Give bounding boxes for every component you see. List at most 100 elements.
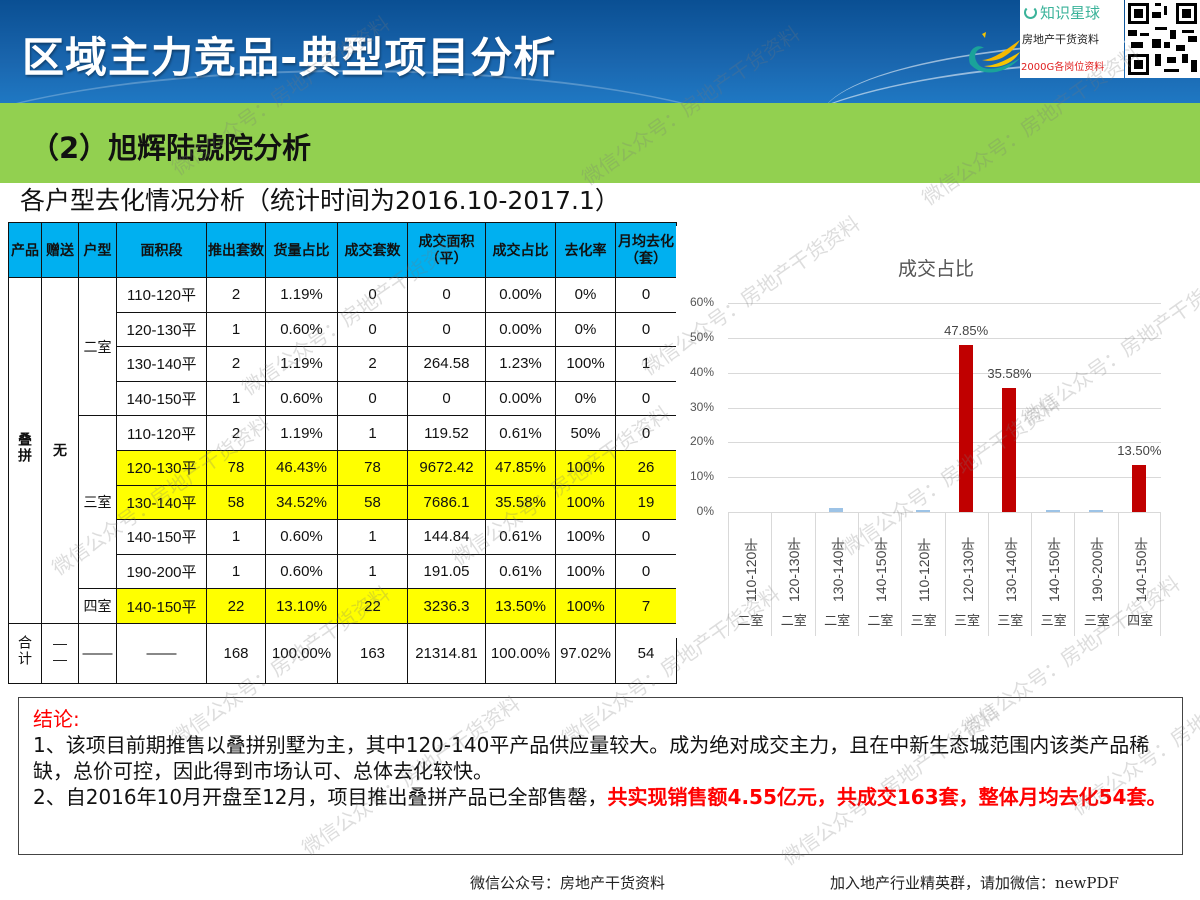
area-cell: 190-200平 [116,553,207,590]
rate-cell: 0% [555,277,616,313]
table-row-highlighted: 130-140平 58 34.52% 58 7686.1 35.58% 100%… [9,484,677,521]
x-axis-category: 190-200平三室 [1074,512,1117,636]
sold-share-cell: 0.61% [485,553,556,590]
area-cell: 120-130平 [116,311,207,348]
chart-bar [1089,509,1104,512]
supply-share-cell: 46.43% [265,449,338,486]
launched-cell: 58 [206,484,266,521]
monthly-cell: 0 [615,519,677,555]
gridline [728,407,1161,409]
x-axis-category: 110-120平二室 [728,512,771,636]
supply-share-cell: 1.19% [265,346,338,382]
product-cell: 叠拼 [8,277,42,624]
table-row: 三室 110-120平 2 1.19% 1 119.52 0.61% 50% 0 [9,415,677,590]
room-type-cell: 四室 [78,588,117,624]
monthly-cell: 0 [615,380,677,417]
launched-cell: 22 [206,588,266,624]
sold-cell: 1 [337,519,408,555]
table-row: 140-150平 1 0.60% 0 0 0.00% 0% 0 [9,380,677,417]
y-axis-tick: 20% [689,434,714,449]
conclusion-title: 结论: [33,707,80,731]
supply-share-cell: 0.60% [265,519,338,555]
category-room-type: 二室 [780,614,807,629]
launched-cell: 1 [206,519,266,555]
supply-share-cell: 34.52% [265,484,338,521]
y-axis-tick: 30% [689,399,714,414]
sold-cell: 0 [337,277,408,313]
sold-share-cell: 1.23% [485,346,556,382]
x-axis-category: 110-120平 三室 [901,512,944,636]
total-sold: 163 [337,622,408,684]
sold-cell: 22 [337,588,408,624]
table-header-row: 产品 赠送 户型 面积段 推出套数 货量占比 成交套数 成交面积（平） 成交占比… [8,222,677,278]
qr-code-icon[interactable] [1125,0,1200,78]
sold-cell: 78 [337,449,408,486]
supply-share-cell: 13.10% [265,588,338,624]
room-type-cell: 三室 [78,415,117,590]
title-banner: 区域主力竞品-典型项目分析 [0,0,1200,103]
x-axis-category: 130-140平 二室 [814,512,858,636]
area-cell: 140-150平 [116,588,207,624]
sold-area-cell: 119.52 [407,415,486,451]
bar-data-label: 35.58% [987,366,1032,382]
monthly-cell: 0 [615,415,677,451]
company-logo-icon [969,32,1020,73]
total-label: 合计 [8,622,42,684]
launched-cell: 2 [206,415,266,451]
sold-share-cell: 0.00% [485,380,556,417]
promo-badge[interactable]: 知识星球 房地产干货资料 2000G各岗位资料 [1020,0,1124,78]
rate-cell: 100% [555,346,616,382]
area-cell: 140-150平 [116,380,207,417]
total-rate: 97.02% [555,622,616,684]
category-area-range: 130-140平 [1002,536,1019,602]
header-gift: 赠送 [41,222,79,278]
category-room-type: 三室 [1083,614,1110,629]
category-area-range: 190-200平 [1089,536,1106,602]
sold-area-cell: 264.58 [407,346,486,382]
chart-bar [915,509,930,512]
header-sold-units: 成交套数 [337,222,408,278]
x-axis-category: 120-130平 二室 [771,512,814,636]
room-type-cell: 二室 [78,276,117,417]
total-room: —— [78,622,117,684]
gridline [728,477,1161,479]
project-title: （2）旭辉陆號院分析 [30,131,312,165]
category-room-type: 二室 [737,614,764,629]
sold-share-cell: 13.50% [485,588,556,624]
sold-cell: 58 [337,484,408,521]
chart-bar [1002,388,1017,512]
conclusion-box: 结论: 1、该项目前期推售以叠拼别墅为主，其中120-140平产品供应量较大。成… [18,697,1183,855]
y-axis-tick: 0% [696,504,714,518]
footer-wechat-account: 微信公众号：房地产干货资料 [470,874,666,892]
table-row: 190-200平 1 0.60% 1 191.05 0.61% 100% 0 [9,553,677,590]
y-axis-tick: 10% [689,469,714,484]
total-sold-area: 21314.81 [407,622,486,684]
launched-cell: 78 [206,449,266,486]
sold-area-cell: 9672.42 [407,449,486,486]
area-cell: 130-140平 [116,484,207,521]
chart-bar [829,507,844,512]
header-supply-share: 货量占比 [265,222,338,278]
sold-cell: 1 [337,415,408,451]
chart-bar [1045,509,1060,512]
supply-share-cell: 0.60% [265,311,338,348]
gridline [728,372,1161,374]
category-room-type: 三室 [910,614,937,629]
launched-cell: 2 [206,277,266,313]
category-area-range: 120-130平 [959,536,976,602]
category-room-type: 三室 [953,614,980,629]
category-area-range: 110-120平 [743,537,759,602]
launched-cell: 2 [206,346,266,382]
sold-cell: 1 [337,553,408,590]
rate-cell: 100% [555,519,616,555]
launched-cell: 1 [206,553,266,590]
launched-cell: 1 [206,311,266,348]
header-sold-area: 成交面积（平） [407,222,486,278]
conclusion-highlight: 共实现销售额4.55亿元，共成交163套，整体月均去化54套。 [607,785,1167,809]
header-monthly-absorption: 月均去化（套） [615,222,677,278]
supply-share-cell: 1.19% [265,277,338,313]
table-row: 130-140平 2 1.19% 2 264.58 1.23% 100% 1 [9,346,677,382]
conclusion-point-2: 2、自2016年10月开盘至12月，项目推出叠拼产品已全部售罄，共实现销售额4.… [33,785,1167,809]
sold-area-cell: 7686.1 [407,484,486,521]
category-room-type: 二室 [867,614,894,629]
